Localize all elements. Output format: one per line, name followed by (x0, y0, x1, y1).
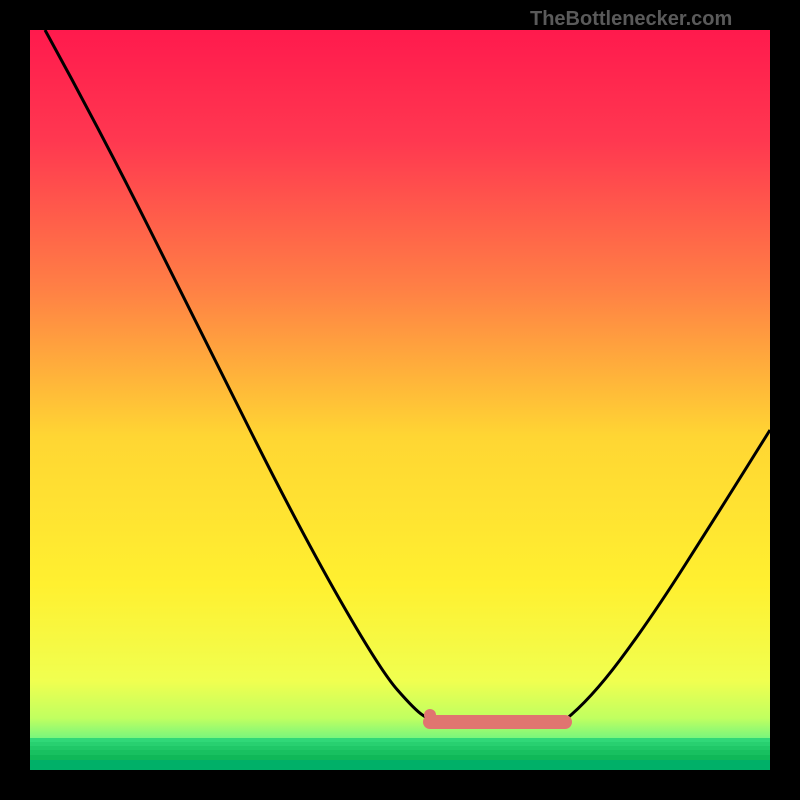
watermark-text: TheBottlenecker.com (530, 8, 732, 31)
chart-svg (0, 0, 800, 800)
gradient-background (30, 30, 770, 770)
curve-marker-dot (424, 709, 436, 721)
green-bands (30, 738, 770, 770)
